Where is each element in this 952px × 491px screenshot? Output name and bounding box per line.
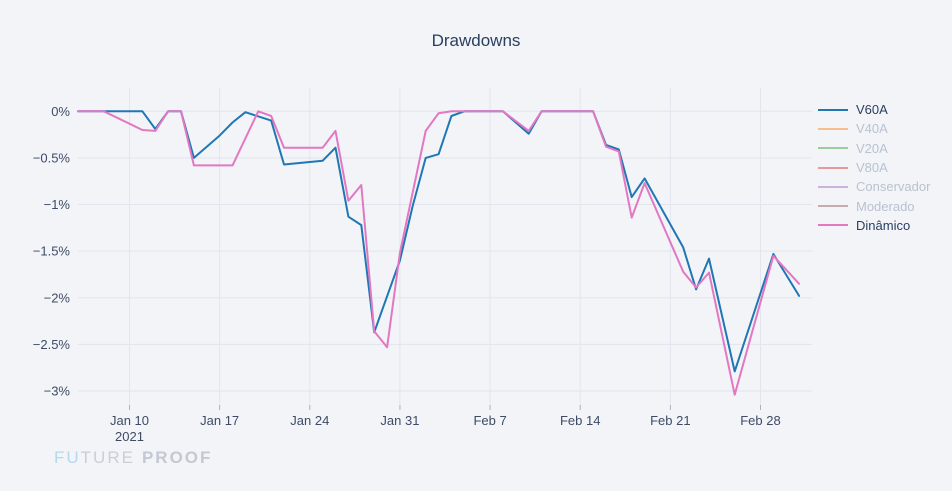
x-tick-label: Feb 28	[740, 413, 780, 428]
y-tick-label: −3%	[44, 384, 71, 399]
legend-item-v60a[interactable]: V60A	[818, 100, 930, 119]
x-tick-label: Feb 21	[650, 413, 690, 428]
y-tick-label: 0%	[51, 104, 70, 119]
x-tick-label: Feb 7	[473, 413, 506, 428]
logo-text-proof: PROOF	[141, 448, 213, 467]
legend-label: Dinâmico	[856, 217, 911, 233]
y-tick-label: −2.5%	[33, 337, 71, 352]
y-tick-label: −0.5%	[33, 150, 71, 165]
legend-line-swatch	[818, 127, 848, 130]
legend-item-moderado[interactable]: Moderado	[818, 196, 930, 215]
y-tick-label: −1%	[44, 197, 71, 212]
legend-item-v40a[interactable]: V40A	[818, 119, 930, 138]
legend-line-swatch	[818, 205, 848, 208]
legend-item-conservador[interactable]: Conservador	[818, 177, 930, 196]
legend-item-v20a[interactable]: V20A	[818, 139, 930, 158]
x-tick-label: Jan 10	[110, 413, 149, 428]
y-tick-label: −1.5%	[33, 244, 71, 259]
futureproof-logo: FUTURE PROOF	[54, 448, 212, 468]
legend-label: V20A	[856, 140, 888, 156]
chart-title: Drawdowns	[431, 31, 521, 50]
x-tick-label: Jan 17	[200, 413, 239, 428]
series-line-v60a[interactable]	[77, 110, 801, 373]
legend-line-swatch	[818, 224, 848, 227]
series-line-dinamico[interactable]	[77, 110, 801, 396]
legend-label: Conservador	[856, 179, 931, 195]
legend-label: V80A	[856, 160, 888, 176]
legend-line-swatch	[818, 166, 848, 169]
legend-line-swatch	[818, 147, 848, 150]
logo-text-fu: FU	[54, 448, 81, 467]
x-tick-label: Jan 24	[290, 413, 329, 428]
x-tick-label: Jan 31	[380, 413, 419, 428]
legend-item-dinamico[interactable]: Dinâmico	[818, 216, 930, 235]
chart-legend: V60A V40A V20A V80A Conservador Moderado…	[818, 100, 930, 235]
x-tick-sublabel: 2021	[115, 429, 144, 444]
legend-label: V40A	[856, 121, 888, 137]
x-tick-label: Feb 14	[560, 413, 600, 428]
legend-label: V60A	[856, 102, 888, 118]
legend-item-v80a[interactable]: V80A	[818, 158, 930, 177]
legend-line-swatch	[818, 185, 848, 188]
legend-label: Moderado	[856, 198, 915, 214]
y-tick-label: −2%	[44, 290, 71, 305]
legend-line-swatch	[818, 108, 848, 111]
logo-text-ture: TURE	[80, 448, 135, 467]
